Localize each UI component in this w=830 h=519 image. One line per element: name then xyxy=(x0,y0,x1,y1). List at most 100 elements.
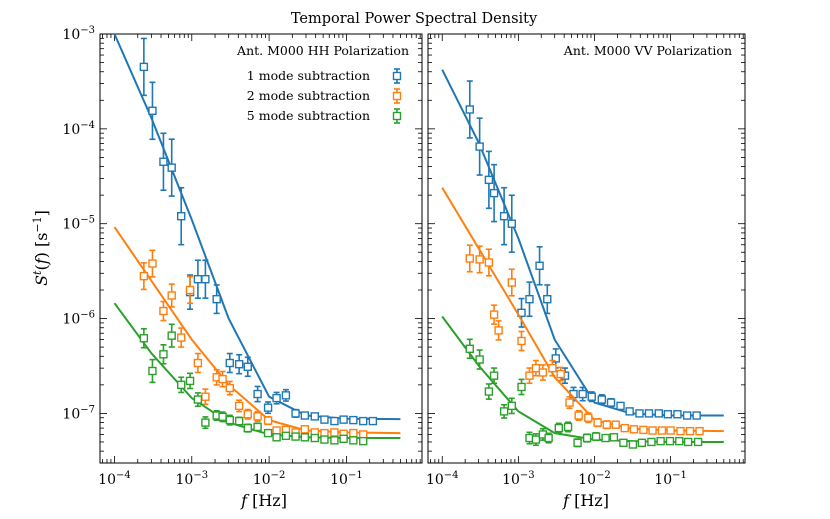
data-point xyxy=(193,274,203,284)
data-point xyxy=(310,412,319,421)
y-tick-label: 10−7 xyxy=(62,404,95,422)
data-point xyxy=(692,411,701,420)
axes-frame xyxy=(99,33,423,464)
data-point xyxy=(644,409,654,418)
x-tick-label: 10−4 xyxy=(98,470,131,488)
data-point xyxy=(639,425,648,435)
data-point xyxy=(663,410,673,419)
data-point xyxy=(159,157,168,166)
series-1-mode xyxy=(441,69,724,420)
data-point xyxy=(359,430,368,439)
data-point xyxy=(531,363,541,373)
x-axis-label-right: f [Hz] xyxy=(562,491,609,510)
data-point xyxy=(531,435,541,444)
data-point xyxy=(475,355,484,364)
data-point xyxy=(665,436,675,446)
data-point xyxy=(330,416,339,426)
data-point xyxy=(148,259,157,268)
y-tick-label: 10−6 xyxy=(62,310,95,328)
data-point xyxy=(602,420,611,429)
data-point xyxy=(300,425,310,434)
data-point xyxy=(193,358,203,368)
data-point xyxy=(225,358,234,368)
data-point xyxy=(573,438,582,447)
data-point xyxy=(578,389,587,399)
data-point xyxy=(625,407,634,416)
data-point xyxy=(489,188,499,198)
data-point xyxy=(548,363,557,373)
data-point xyxy=(291,432,300,441)
series-5-mode xyxy=(441,315,724,449)
data-point xyxy=(159,350,168,359)
data-point xyxy=(582,433,592,443)
data-point xyxy=(243,362,252,371)
data-point xyxy=(656,436,665,446)
panel-vv: 10−4 10−3 10−2 10−1 Ant. M000 VV Polarizatio… xyxy=(426,33,746,488)
data-point xyxy=(320,415,329,424)
data-point xyxy=(243,410,252,419)
y-tick-label: 10−5 xyxy=(62,215,95,233)
data-point xyxy=(565,398,574,407)
data-point xyxy=(243,423,252,433)
data-point xyxy=(525,294,534,304)
legend-label: 5 mode subtraction xyxy=(247,108,370,123)
data-point xyxy=(685,426,695,436)
data-point xyxy=(635,409,644,418)
data-point xyxy=(201,274,210,284)
data-point xyxy=(300,411,310,420)
x-tick-label: 10−1 xyxy=(330,470,363,488)
x-axis-label-left: f [Hz] xyxy=(240,491,287,510)
data-point xyxy=(167,331,176,340)
data-point xyxy=(272,433,281,442)
data-point xyxy=(616,401,625,411)
data-point xyxy=(551,354,560,363)
data-point xyxy=(554,423,564,433)
data-point xyxy=(544,433,553,443)
data-point xyxy=(139,62,149,72)
data-point xyxy=(499,211,509,221)
data-point xyxy=(272,426,281,435)
legend-marker xyxy=(392,91,402,101)
data-point xyxy=(167,291,176,300)
series-5-mode xyxy=(113,302,401,446)
x-tick-label: 10−3 xyxy=(175,470,208,488)
data-point xyxy=(543,294,552,304)
data-point xyxy=(683,437,693,447)
data-point xyxy=(556,369,565,379)
data-point xyxy=(177,211,186,221)
data-point xyxy=(330,436,339,445)
data-point xyxy=(339,434,348,443)
panel-hh: 10−4 10−3 10−2 10−1 10−7 10−6 10−5 10−4 10−3 Ant.… xyxy=(62,25,423,488)
data-point xyxy=(593,418,602,427)
data-point xyxy=(193,395,203,404)
legend-label: 1 mode subtraction xyxy=(247,68,370,83)
data-point xyxy=(682,411,692,420)
data-point xyxy=(475,142,484,151)
data-point xyxy=(475,255,484,264)
data-point xyxy=(465,344,474,353)
legend-marker xyxy=(392,71,402,81)
data-point xyxy=(609,433,619,442)
data-point xyxy=(330,428,339,437)
data-point xyxy=(148,106,157,115)
data-point xyxy=(657,426,667,435)
data-point xyxy=(666,426,675,435)
data-point xyxy=(339,415,348,424)
data-point xyxy=(263,416,273,425)
data-point xyxy=(263,403,273,412)
data-point xyxy=(465,105,474,114)
data-point xyxy=(484,387,494,396)
data-point xyxy=(538,368,548,377)
data-point xyxy=(359,416,368,426)
data-point xyxy=(499,407,509,416)
data-point xyxy=(606,398,616,407)
data-point xyxy=(517,336,526,346)
data-point xyxy=(167,163,176,172)
legend-label: 2 mode subtraction xyxy=(247,88,370,103)
data-point xyxy=(601,433,610,443)
data-point xyxy=(619,438,628,447)
panel-label: Ant. M000 VV Polarization xyxy=(563,43,732,58)
data-point xyxy=(525,371,534,380)
data-point xyxy=(629,425,639,434)
